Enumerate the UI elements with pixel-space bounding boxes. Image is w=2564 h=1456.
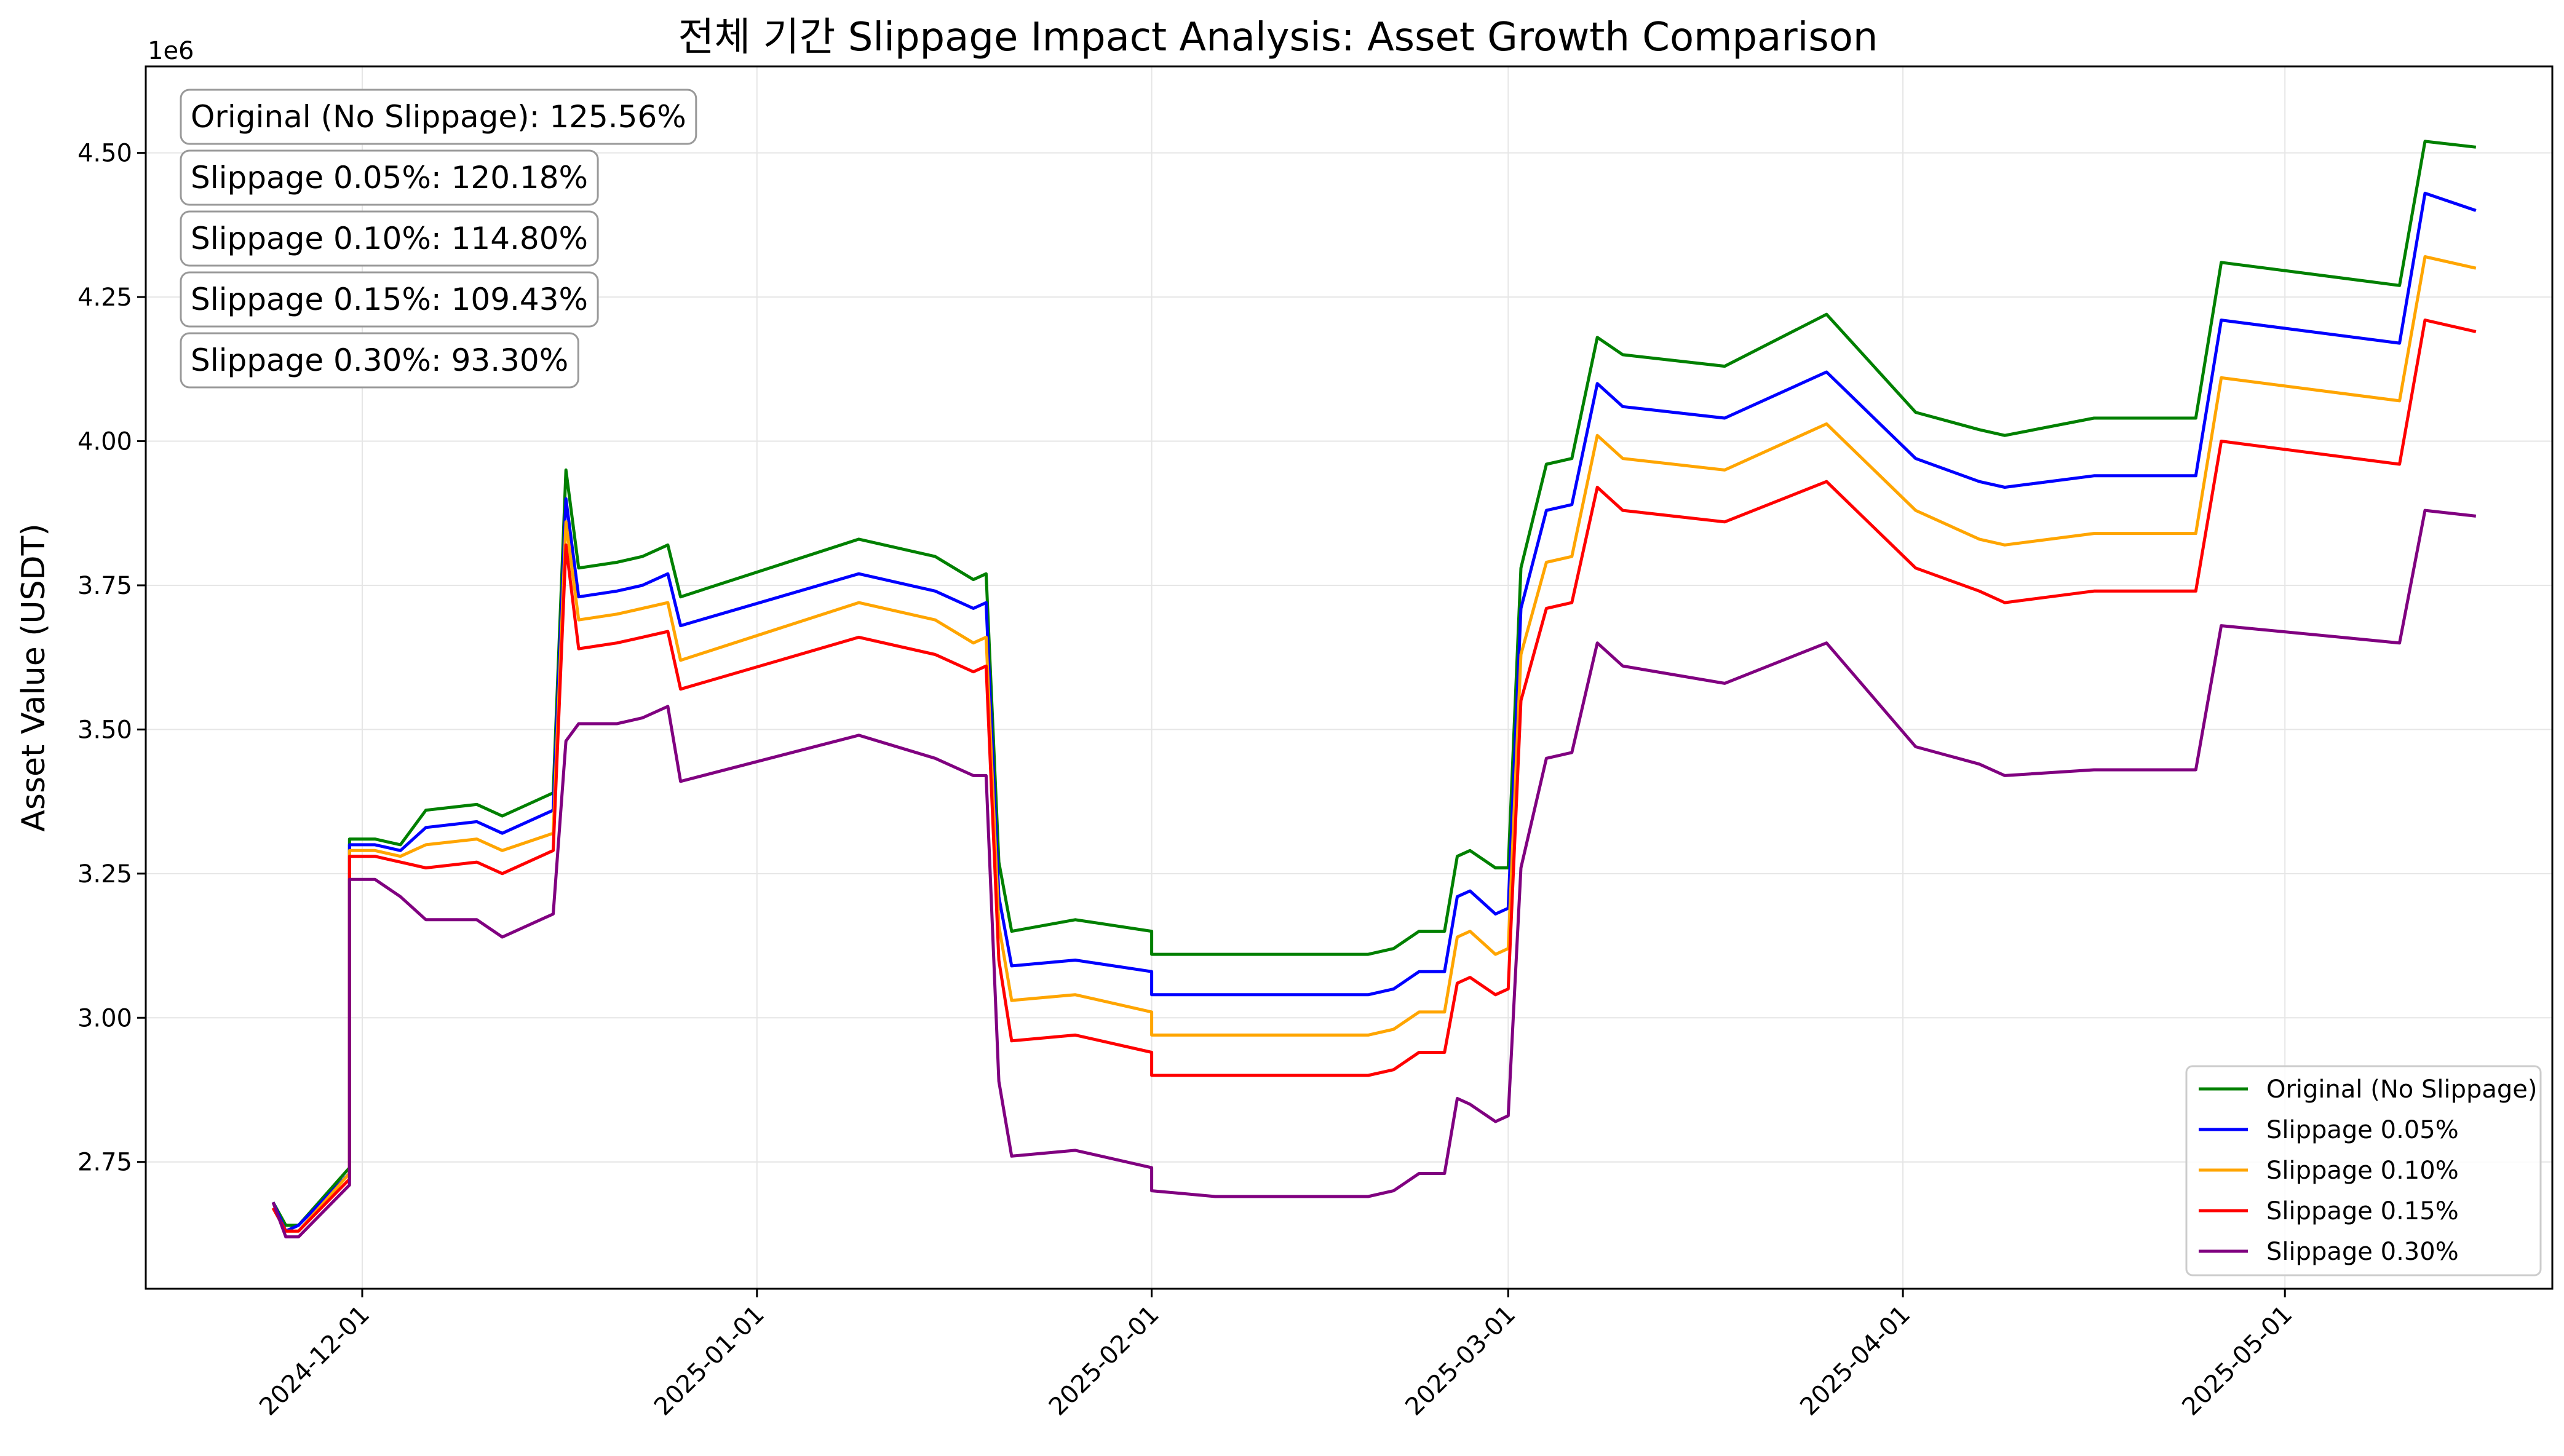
x-tick-label: 2025-05-01: [2177, 1300, 2298, 1422]
y-axis-label: Asset Value (USDT): [15, 523, 52, 831]
y-tick-label: 3.25: [77, 860, 132, 888]
legend-label: Original (No Slippage): [2266, 1075, 2537, 1104]
x-ticks: 2024-12-01 2025-01-01 2025-02-01 2025-03-01…: [254, 1289, 2298, 1421]
annotation-box: Slippage 0.30%: 93.30%: [180, 332, 579, 389]
series-line-3: [271, 318, 2477, 1233]
legend-frame: [2185, 1065, 2542, 1276]
chart-title: 전체 기간 Slippage Impact Analysis: Asset Gr…: [678, 15, 1878, 60]
series-group: [271, 140, 2477, 1239]
offset-label: 1e6: [148, 37, 194, 65]
legend-label: Slippage 0.05%: [2266, 1116, 2459, 1144]
x-tick-label: 2025-01-01: [649, 1300, 770, 1422]
annotation-box: Slippage 0.15%: 109.43%: [180, 271, 599, 328]
legend-label: Slippage 0.30%: [2266, 1238, 2459, 1266]
annotation-frame: [180, 271, 599, 328]
annotation-text: Original (No Slippage): 125.56%: [191, 99, 686, 135]
legend-item: Original (No Slippage): [2199, 1075, 2537, 1104]
legend-item: Slippage 0.15%: [2199, 1197, 2459, 1225]
y-tick-label: 3.75: [77, 572, 132, 600]
legend: Original (No Slippage) Slippage 0.05% Slip…: [2185, 1065, 2542, 1276]
y-tick-label: 4.25: [77, 283, 132, 312]
annotation-box: Slippage 0.05%: 120.18%: [180, 149, 599, 206]
annotation-frame: [180, 149, 599, 206]
legend-item: Slippage 0.30%: [2199, 1238, 2459, 1266]
annotation-frame: [180, 89, 697, 145]
x-tick-label: 2025-04-01: [1795, 1300, 1916, 1422]
x-tick-label: 2025-03-01: [1400, 1300, 1521, 1422]
annotation-box: Slippage 0.10%: 114.80%: [180, 210, 599, 267]
series-line-0: [271, 140, 2477, 1227]
series-line-2: [271, 255, 2477, 1233]
legend-item: Slippage 0.10%: [2199, 1157, 2459, 1185]
x-tick-label: 2025-02-01: [1044, 1300, 1165, 1422]
legend-label: Slippage 0.10%: [2266, 1157, 2459, 1185]
y-tick-label: 4.00: [77, 428, 132, 456]
y-tick-label: 3.50: [77, 716, 132, 744]
y-ticks: 2.75 3.00 3.25 3.50 3.75 4.00 4.25 4.50: [77, 140, 146, 1177]
annotation-box: Original (No Slippage): 125.56%: [180, 89, 697, 145]
annotation-text: Slippage 0.10%: 114.80%: [191, 221, 588, 256]
x-tick-label: 2024-12-01: [254, 1300, 375, 1422]
annotation-text: Slippage 0.30%: 93.30%: [191, 342, 568, 378]
y-tick-label: 3.00: [77, 1004, 132, 1032]
y-tick-label: 4.50: [77, 140, 132, 168]
annotation-frame: [180, 210, 599, 267]
annotation-text: Slippage 0.05%: 120.18%: [191, 160, 588, 196]
series-line-4: [271, 508, 2477, 1239]
annotations: Original (No Slippage): 125.56% Slippage …: [180, 89, 697, 389]
legend-item: Slippage 0.05%: [2199, 1116, 2459, 1144]
annotation-frame: [180, 332, 579, 389]
series-line-1: [271, 191, 2477, 1233]
annotation-text: Slippage 0.15%: 109.43%: [191, 282, 588, 317]
y-tick-label: 2.75: [77, 1149, 132, 1177]
legend-label: Slippage 0.15%: [2266, 1197, 2459, 1225]
plot-frame: [145, 65, 2554, 1290]
